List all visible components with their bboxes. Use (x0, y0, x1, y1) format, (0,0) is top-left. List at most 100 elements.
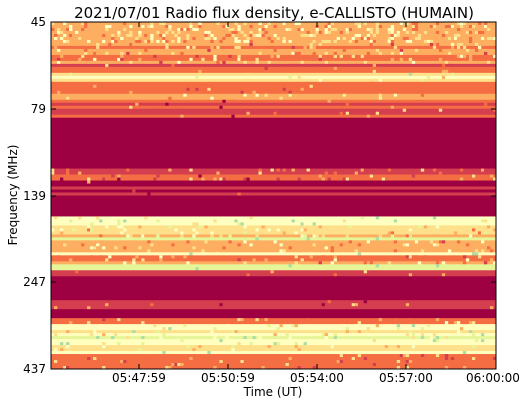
heatmap-cell (99, 36, 103, 41)
heatmap-cell (225, 69, 229, 74)
heatmap-cell (435, 234, 440, 238)
heatmap-row (51, 285, 496, 289)
heatmap-cell (339, 30, 343, 35)
heatmap-cell (324, 333, 328, 337)
heatmap-cell (168, 366, 172, 370)
heatmap-cell (144, 48, 148, 53)
heatmap-cell (174, 228, 178, 232)
heatmap-cell (171, 22, 175, 26)
heatmap-cell (369, 39, 374, 44)
heatmap-cell (105, 24, 109, 29)
heatmap-cell (240, 57, 244, 62)
heatmap-cell (141, 231, 145, 235)
heatmap-cell (363, 36, 368, 41)
heatmap-cell (177, 39, 181, 44)
heatmap-cell (192, 354, 196, 358)
heatmap-cell (150, 303, 154, 307)
heatmap-cell (81, 27, 85, 32)
heatmap-row (51, 36, 496, 41)
heatmap-cell (306, 171, 310, 175)
heatmap-cell (417, 261, 422, 265)
heatmap-row (51, 78, 496, 83)
heatmap-cell (249, 24, 253, 29)
heatmap-cell (90, 333, 94, 337)
heatmap-cell (282, 249, 286, 253)
heatmap-cell (57, 57, 61, 62)
heatmap-cell (372, 42, 377, 47)
heatmap-cell (141, 336, 145, 340)
heatmap-cell (219, 39, 223, 44)
heatmap-row (51, 42, 496, 47)
heatmap-cell (168, 327, 172, 331)
heatmap-cell (123, 27, 127, 32)
heatmap-cell (363, 168, 368, 172)
heatmap-cell (168, 225, 172, 229)
heatmap-cell (312, 51, 316, 56)
heatmap-cell (75, 219, 79, 223)
heatmap-cell (306, 318, 310, 322)
heatmap-row (51, 75, 496, 80)
heatmap-row (51, 216, 496, 220)
heatmap-cell (171, 30, 175, 35)
heatmap-cell (270, 168, 274, 172)
heatmap-row (51, 138, 496, 143)
heatmap-cell (252, 258, 256, 262)
heatmap-cell (492, 261, 497, 265)
heatmap-cell (339, 111, 343, 116)
heatmap-cell (258, 27, 262, 32)
heatmap-cell (54, 33, 58, 38)
heatmap-cell (63, 45, 67, 50)
heatmap-cell (141, 321, 145, 325)
heatmap-row (51, 324, 496, 328)
heatmap-row (51, 222, 496, 226)
heatmap-cell (135, 255, 139, 259)
heatmap-cell (72, 228, 76, 232)
heatmap-cell (489, 36, 494, 41)
heatmap-row (51, 153, 496, 158)
heatmap-cell (198, 24, 202, 29)
heatmap-cell (486, 246, 491, 250)
heatmap-cell (318, 30, 322, 35)
heatmap-cell (123, 171, 127, 175)
heatmap-cell (177, 363, 181, 367)
heatmap-cell (267, 348, 271, 352)
heatmap-cell (441, 24, 446, 29)
heatmap-cell (171, 243, 175, 247)
heatmap-cell (399, 30, 404, 35)
heatmap-row (51, 246, 496, 250)
heatmap-cell (63, 39, 67, 44)
heatmap-cell (339, 54, 343, 59)
heatmap-cell (375, 237, 380, 241)
heatmap-cell (405, 366, 410, 370)
heatmap-cell (51, 171, 55, 175)
heatmap-cell (237, 57, 241, 62)
heatmap-cell (312, 24, 316, 29)
heatmap-cell (444, 36, 449, 41)
heatmap-cell (219, 360, 223, 364)
heatmap-cell (390, 36, 395, 41)
heatmap-cell (333, 333, 337, 337)
heatmap-cell (369, 261, 374, 265)
heatmap-cell (96, 336, 100, 340)
heatmap-cell (306, 168, 310, 172)
heatmap-cell (447, 36, 452, 41)
heatmap-cell (144, 33, 148, 38)
heatmap-cell (72, 330, 76, 334)
heatmap-cell (153, 42, 157, 47)
heatmap-cell (249, 42, 253, 47)
heatmap-cell (87, 306, 91, 310)
heatmap-cell (480, 342, 485, 346)
heatmap-cell (51, 228, 55, 232)
heatmap-cell (162, 342, 166, 346)
heatmap-cell (159, 22, 163, 26)
heatmap-cell (54, 45, 58, 50)
heatmap-cell (354, 39, 358, 44)
heatmap-cell (156, 39, 160, 44)
heatmap-cell (105, 258, 109, 262)
heatmap-cell (459, 168, 464, 172)
heatmap-cell (156, 234, 160, 238)
heatmap-cell (492, 108, 497, 113)
heatmap-cell (399, 51, 404, 56)
heatmap-cell (93, 246, 97, 250)
heatmap-cell (363, 270, 368, 274)
